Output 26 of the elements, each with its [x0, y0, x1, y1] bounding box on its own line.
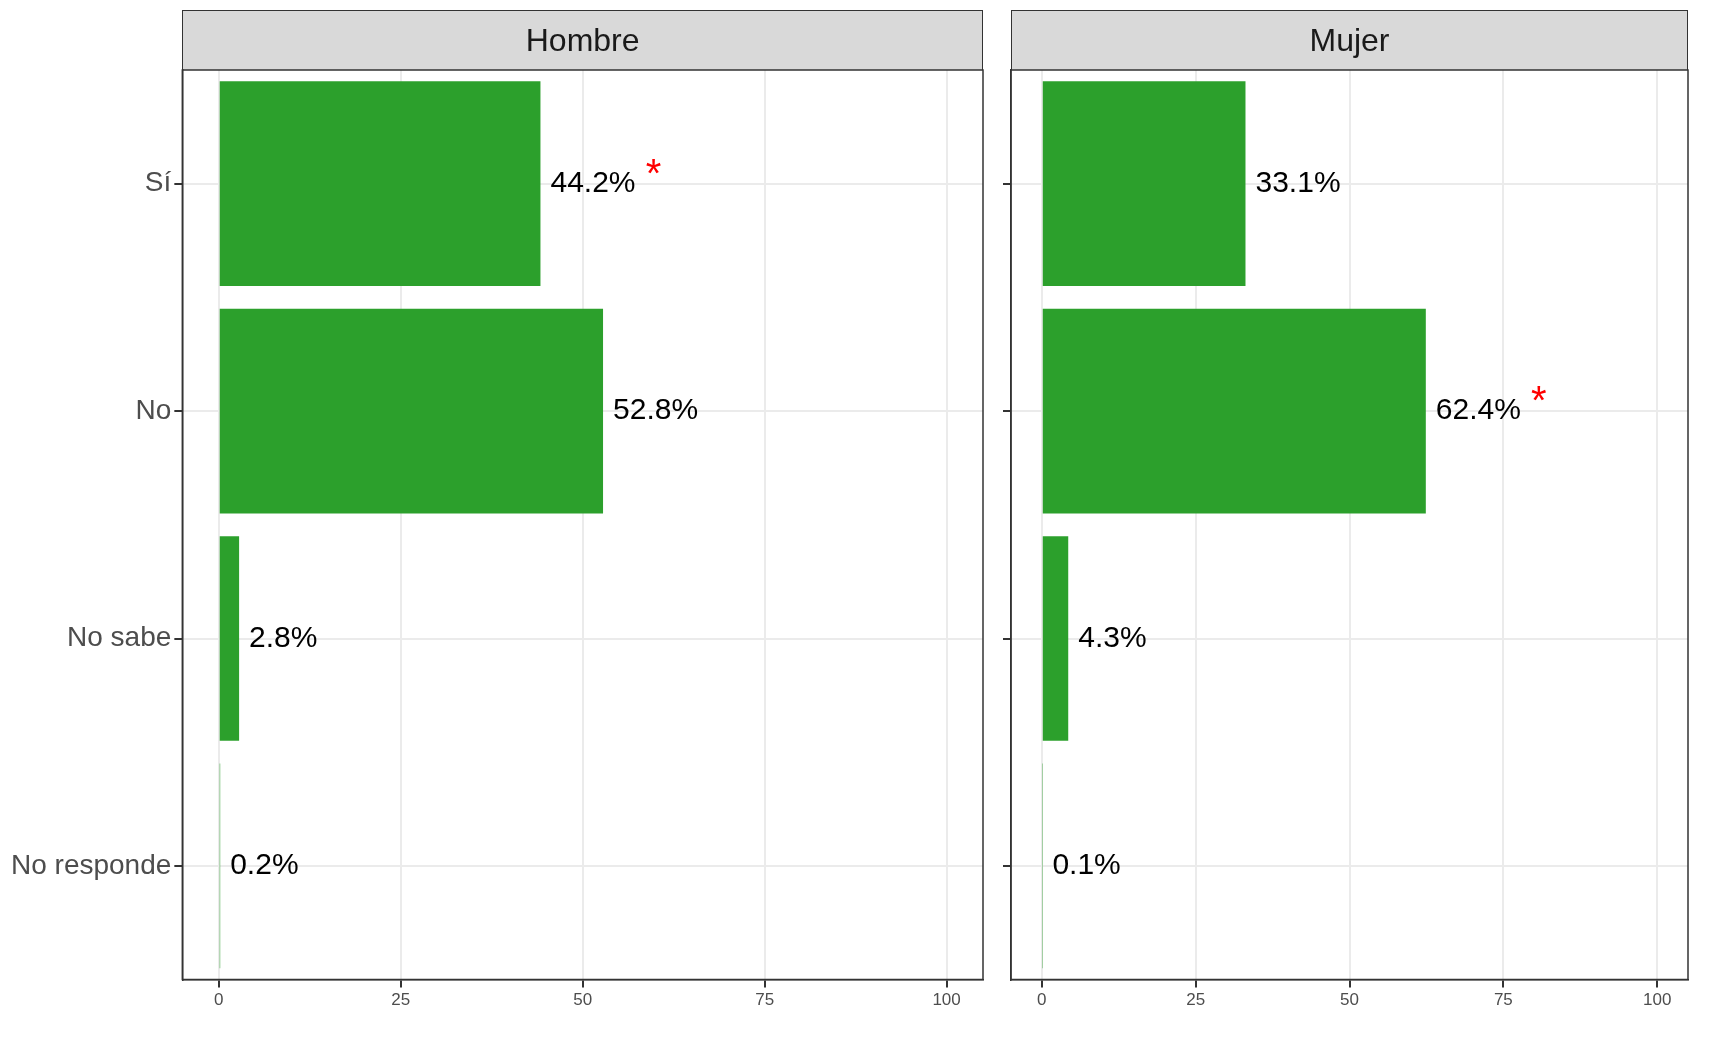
- y-tick-label: No sabe: [67, 621, 172, 653]
- data-label: 33.1%: [1255, 164, 1341, 198]
- data-label: 0.1%: [1052, 847, 1121, 881]
- x-tick-label: 50: [573, 990, 593, 1010]
- x-tick-label: 100: [932, 990, 961, 1010]
- data-label: 2.8%: [249, 619, 318, 653]
- x-tick-label: 0: [1037, 990, 1047, 1010]
- annotation: *: [1531, 378, 1547, 423]
- x-tick-label: 75: [1493, 990, 1513, 1010]
- data-label: 52.8%: [613, 392, 699, 426]
- annotation: *: [645, 150, 662, 195]
- x-tick-label: 25: [1186, 990, 1206, 1010]
- data-label: 4.3%: [1078, 619, 1147, 653]
- x-tick-label: 100: [1643, 990, 1672, 1010]
- data-label: 0.2%: [230, 847, 299, 881]
- y-tick-label: Sí: [144, 166, 172, 198]
- data-label: 44.2%: [550, 164, 636, 198]
- x-tick-label: 50: [1340, 990, 1359, 1010]
- y-tick-label: No responde: [10, 848, 172, 880]
- data-label: 62.4%: [1435, 392, 1521, 426]
- x-tick-label: 25: [391, 990, 411, 1010]
- x-tick-label: 0: [213, 990, 224, 1010]
- chart-title: Mujer: [1309, 22, 1390, 59]
- y-tick-label: No: [135, 393, 172, 425]
- chart-title: Hombre: [525, 22, 640, 59]
- x-tick-label: 75: [755, 990, 775, 1010]
